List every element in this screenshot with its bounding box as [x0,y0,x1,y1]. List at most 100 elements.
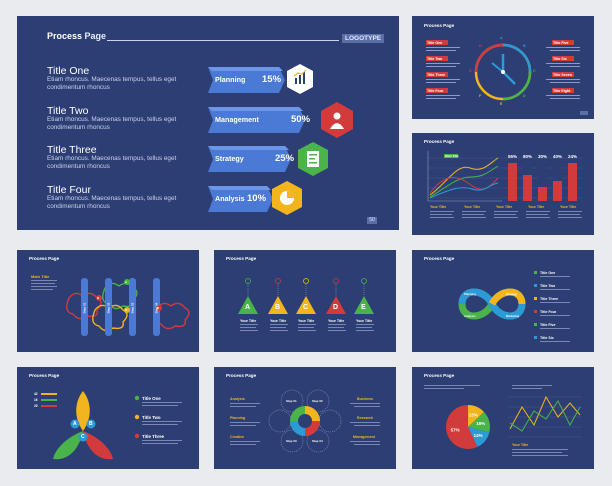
pie-icon [280,191,294,205]
wheel-right-3: Management [353,435,375,439]
cloud-step-1: Step 01 [82,302,87,314]
inf-label-3: Analysis [464,314,476,318]
hex-2 [321,102,353,138]
inf-title-6: Title Six [540,336,554,340]
clock-right-title-3: Title Seven [553,72,572,77]
cloud-slide[interactable]: Process Page Main Title A B C D Step 01 … [17,250,199,352]
inf-title-4: Title Four [540,310,557,314]
tri-title-3: Your Title [298,319,315,323]
clock-right-title-4: Title Eight [553,88,571,93]
clock-right-title-2: Title Six [553,56,567,61]
wheel-slide[interactable]: Process Page Analysis Planning Creative … [214,367,396,469]
cloud-step-2: Step 02 [106,302,111,314]
inf-label-1: Planning [464,292,476,296]
clock-right-title-1: Title Five [553,40,569,45]
petal-title-2: Title Two [142,415,161,420]
item-desc-1: Etiam rhoncus. Maecenas tempus, tellus e… [47,76,177,91]
item-title-2: Title Two [47,105,89,117]
triangle-graphic [238,278,374,331]
item-title-4: Title Four [47,184,91,196]
step-pct-management: 50% [291,114,311,125]
infinity-graphic [458,271,570,342]
pie-slice-label: 16% [476,421,485,426]
tri-title-2: Your Title [270,319,287,323]
item-desc-3: Etiam rhoncus. Maecenas tempus, tellus e… [47,155,177,170]
petal-title-1: Title One [142,396,161,401]
cloud-step-4: Step 04 [154,302,159,314]
item-desc-2: Etiam rhoncus. Maecenas tempus, tellus e… [47,116,177,131]
tri-letter-a: A [245,304,251,311]
bar-label-3: 30% [538,154,548,159]
col-title-4: Your Title [528,205,545,209]
petal-legend-3: 29 [34,404,38,408]
tri-letter-d: D [333,304,339,311]
petal-title-3: Title Three [142,434,165,439]
pie-slice-label: 57% [451,427,460,432]
slide-header: Process Page [424,23,455,28]
slide-header: Process Page [424,256,455,261]
step-arrows [208,64,353,215]
clock-left-title-3: Title Three [427,72,446,77]
clock-letter-c: C [533,69,536,73]
item-desc-4: Etiam rhoncus. Maecenas tempus, tellus e… [47,195,177,210]
petal-legend-2: 16 [34,398,38,402]
chart-tag: Main Title [445,154,459,158]
slide-header: Process Page [29,256,60,261]
pie-slice-label: 14% [474,433,483,438]
clock-letter-h: H [479,44,482,48]
inf-label-4: Marketing [506,314,520,318]
tri-letter-c: C [303,304,309,311]
left-tags [426,40,574,93]
item-title-3: Title Three [47,144,97,156]
step-pct-planning: 15% [262,74,282,85]
petal-legend-1: 42 [34,392,38,396]
slide-header: Process Page [424,139,455,144]
inf-title-3: Title Three [540,297,559,301]
clock-letter-b: B [523,44,526,48]
slide-header: Process Page [226,256,257,261]
cloud-letter-d: D [157,306,160,310]
tri-title-1: Your Title [240,319,257,323]
wheel-left-3: Creative [230,435,245,439]
tri-title-5: Your Title [356,319,373,323]
wheel-step-2: Step 02 [312,399,323,403]
cloud-graphic [31,278,190,336]
cloud-letter-b: B [97,296,100,300]
clock-letter-d: D [523,94,526,98]
pie-slice [468,427,490,447]
inf-title-5: Title Five [540,323,556,327]
wheel-left-1: Analysis [230,397,245,401]
slide-header: Process Page [424,373,455,378]
pie-chart: 13% 16% 14% 57% [424,385,582,456]
clock-letter-e: E [500,102,503,106]
wheel-step-1: Step 01 [286,399,297,403]
slide-header: Process Page [47,31,106,41]
inf-label-2: Strategy [506,292,518,296]
clock-slide[interactable]: Process Page A B C D E F G [412,16,594,119]
clock-left-title-4: Title Four [427,88,444,93]
petal-letter-c: C [81,434,85,440]
infinity-slide[interactable]: Process Page Title One Title Two Title T… [412,250,594,352]
inf-title-2: Title Two [540,284,556,288]
person-icon [330,112,344,129]
step-label-management: Management [215,115,259,124]
pie-tag: Your Title [512,443,529,447]
cloud-letter-c: C [125,308,128,312]
bar-label-4: 40% [553,154,563,159]
bar-label-5: 24% [568,154,578,159]
clock-letter-f: F [479,94,482,98]
cloud-step-3: Step 03 [130,302,135,314]
header-process: Process [47,31,83,41]
petal-letter-a: A [73,421,77,427]
pie-slide[interactable]: Process Page 13% 16% 14% 57% Your Title [412,367,594,469]
logotype: LOGOTYPE [342,34,385,43]
pie-slice [468,405,485,427]
step-pct-strategy: 25% [275,153,295,164]
triangle-slide[interactable]: Process Page A B C D E Your Title Your T… [214,250,396,352]
clock-letter-a: A [500,36,503,40]
main-slide[interactable]: Process Page LOGOTYPE Title One Etiam rh… [17,16,399,230]
chart-slide[interactable]: Process Page Main Title 55% 80% 30% 40% [412,133,594,235]
petal-slide[interactable]: Process Page 42 16 29 A B C Title One Ti… [17,367,199,469]
clock-graphic [426,40,580,101]
clock-letter-g: G [469,69,472,73]
